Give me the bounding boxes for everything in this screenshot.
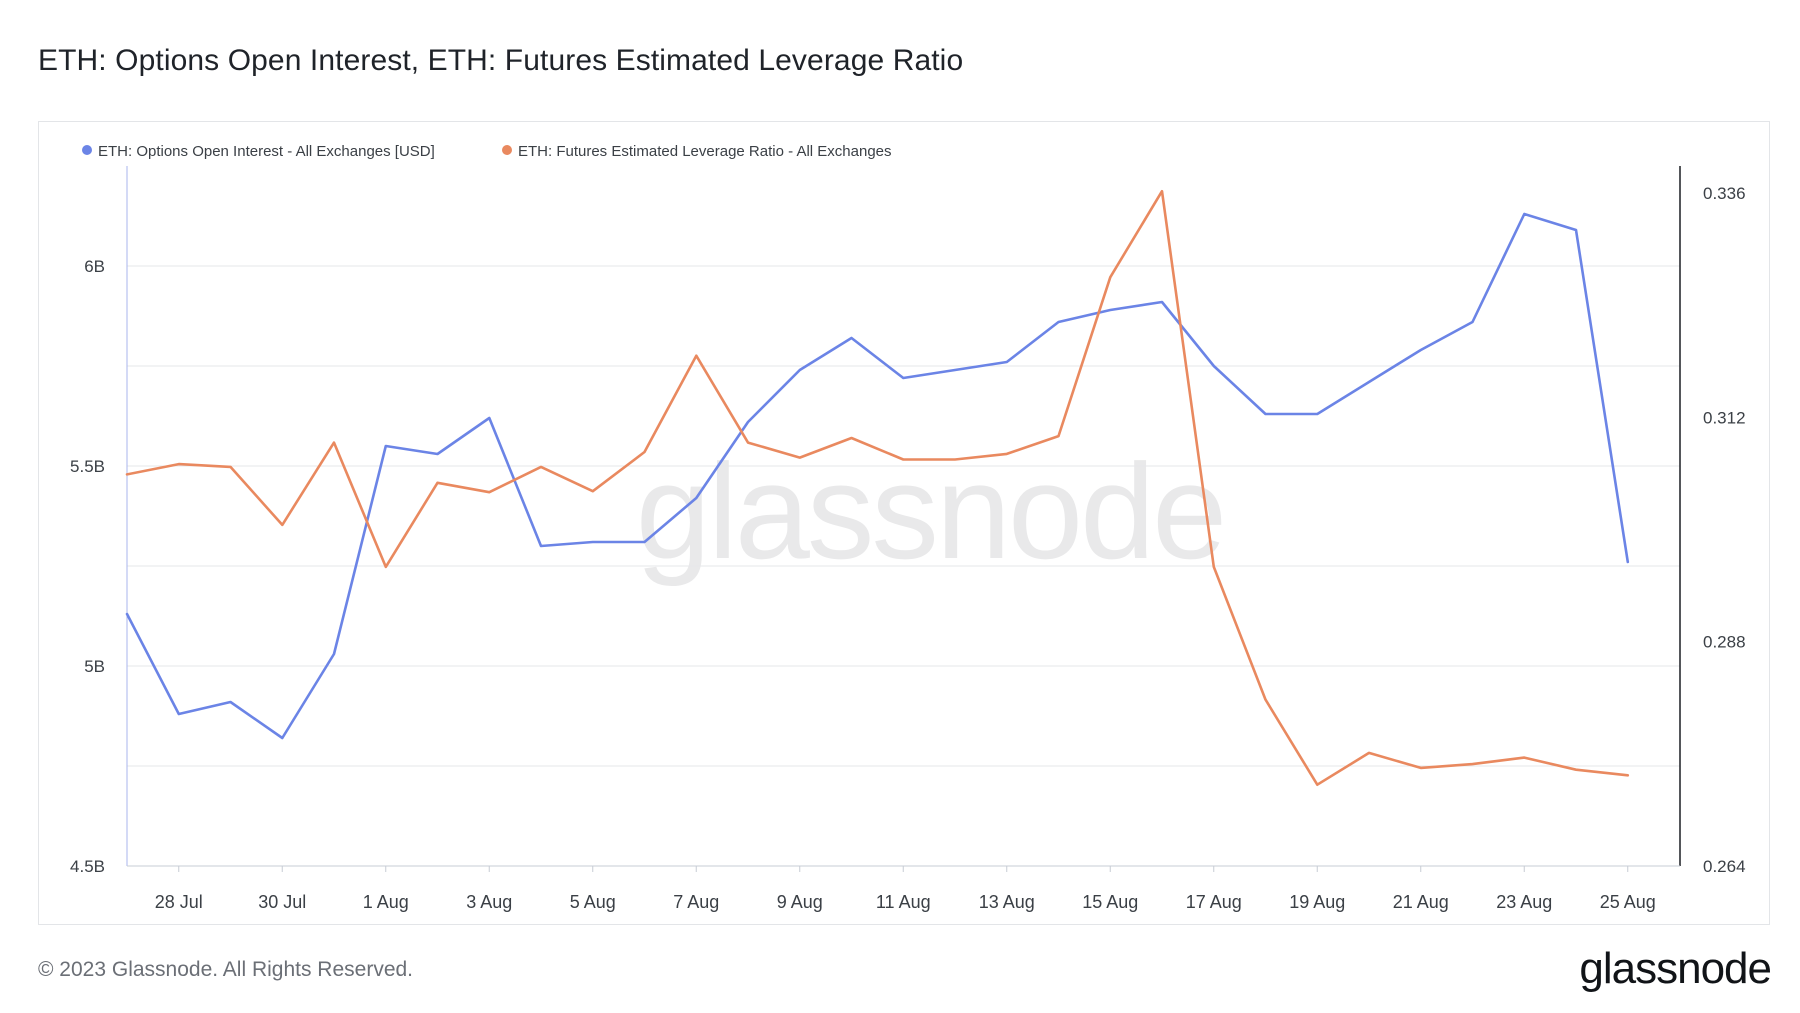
- x-tick-label: 25 Aug: [1600, 892, 1656, 912]
- copyright-text: © 2023 Glassnode. All Rights Reserved.: [38, 958, 414, 981]
- legend-marker: [82, 145, 92, 155]
- grid-lines: [127, 265, 1680, 767]
- legend-item-label[interactable]: ETH: Futures Estimated Leverage Ratio - …: [518, 143, 892, 160]
- x-tick-label: 9 Aug: [777, 892, 823, 912]
- x-tick-label: 7 Aug: [673, 892, 719, 912]
- y-left-tick-label: 6B: [84, 257, 105, 276]
- x-tick-label: 5 Aug: [570, 892, 616, 912]
- x-tick-label: 15 Aug: [1082, 892, 1138, 912]
- x-tick-label: 1 Aug: [363, 892, 409, 912]
- x-tick-label: 21 Aug: [1393, 892, 1449, 912]
- legend-marker: [502, 145, 512, 155]
- y-right-tick-label: 0.336: [1703, 184, 1746, 203]
- x-tick-label: 13 Aug: [979, 892, 1035, 912]
- page-title: ETH: Options Open Interest, ETH: Futures…: [38, 44, 964, 77]
- y-left-tick-label: 5B: [84, 657, 105, 676]
- x-tick-label: 28 Jul: [155, 892, 203, 912]
- glassnode-logo[interactable]: glassnode: [1579, 944, 1772, 993]
- watermark: glassnode: [636, 436, 1224, 587]
- x-tick-label: 3 Aug: [466, 892, 512, 912]
- y-right-tick-label: 0.312: [1703, 408, 1746, 427]
- legend-item-label[interactable]: ETH: Options Open Interest - All Exchang…: [98, 143, 435, 160]
- axes: 4.5B 5B 5.5B 6B 0.264 0.288 0.312 0.336 28 Jul 30…: [70, 166, 1746, 912]
- series-line-options-open-interest[interactable]: [125, 212, 1630, 740]
- x-tick-label: 23 Aug: [1496, 892, 1552, 912]
- x-tick-label: 17 Aug: [1186, 892, 1242, 912]
- y-right-tick-label: 0.288: [1703, 633, 1746, 652]
- x-tick-label: 11 Aug: [876, 892, 931, 912]
- y-left-tick-label: 4.5B: [70, 857, 105, 876]
- y-left-tick-label: 5.5B: [70, 457, 105, 476]
- x-tick-label: 30 Jul: [258, 892, 306, 912]
- chart-frame: [38, 121, 1770, 925]
- series-line-leverage-ratio[interactable]: [125, 189, 1630, 787]
- x-tick-label: 19 Aug: [1289, 892, 1345, 912]
- y-right-tick-label: 0.264: [1703, 857, 1746, 876]
- legend[interactable]: ETH: Options Open Interest - All Exchang…: [82, 143, 892, 160]
- series-lines: [125, 189, 1630, 787]
